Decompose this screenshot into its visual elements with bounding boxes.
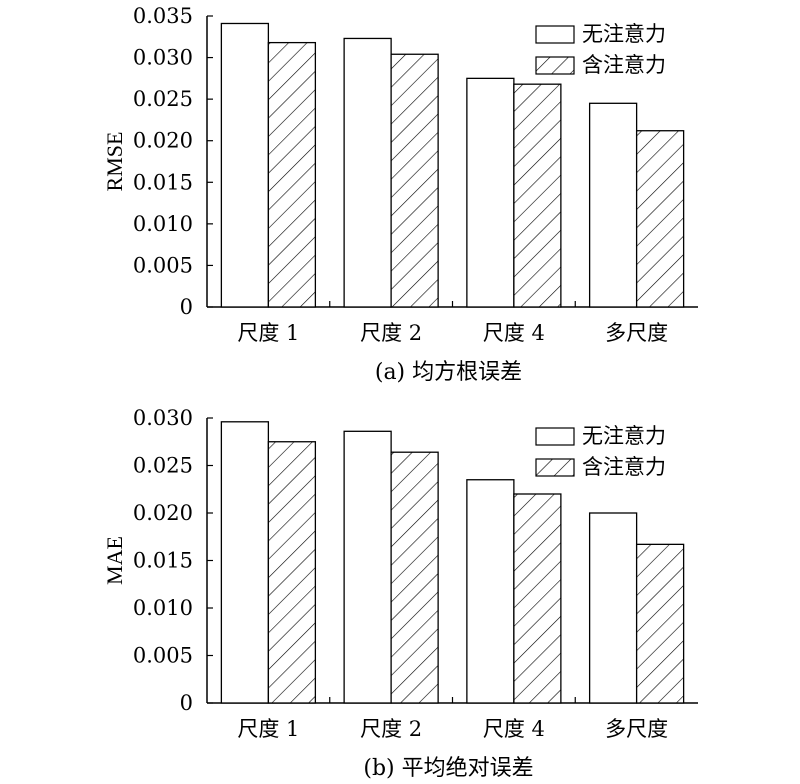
y-tick-label: 0.010 [133,212,193,236]
bar-no-attention [220,22,270,308]
y-tick-label: 0.015 [133,170,193,194]
y-tick-label: 0.025 [133,454,193,478]
bar-no-attention [220,421,270,704]
y-tick-label: 0.025 [133,87,193,111]
bar-with-attention [513,83,562,308]
panel-caption: (a) 均方根误差 [375,360,522,385]
x-tick-label: 尺度 1 [237,321,299,345]
bar-with-attention [635,543,685,704]
bar-with-attention [267,41,317,308]
y-tick-label: 0.005 [133,253,193,277]
rmse-chart-panel: 0 0.005 0.010 0.015 0.020 0.025 0.030 0.035 RMSE… [102,4,698,385]
y-tick-label: 0.015 [133,549,193,573]
legend-label: 无注意力 [582,22,666,46]
bar-no-attention [466,479,515,704]
bar-with-attention [267,441,317,704]
bar-no-attention [588,102,638,308]
y-tick-label: 0.020 [133,129,193,153]
legend-label: 含注意力 [582,53,666,77]
bar-no-attention [588,512,638,704]
y-tick-label: 0.005 [133,644,193,668]
legend-label: 无注意力 [582,424,666,448]
legend-swatch [535,25,575,44]
x-tick-label: 尺度 2 [360,321,422,345]
y-tick-label: 0 [180,691,193,715]
x-tick-label: 多尺度 [605,717,668,741]
x-tick-label: 多尺度 [605,321,668,345]
bar-with-attention [390,451,439,704]
legend-swatch [535,427,575,446]
legend-swatch [535,458,575,477]
bar-with-attention [390,53,439,308]
x-tick-label: 尺度 1 [237,717,299,741]
bar-no-attention [343,430,392,704]
bar-no-attention [343,37,392,308]
y-tick-label: 0.010 [133,596,193,620]
bar-with-attention [635,130,685,308]
y-tick-label: 0.030 [133,406,193,430]
mae-chart-panel: 0 0.005 0.010 0.015 0.020 0.025 0.030 MAE 尺度 1 尺度… [102,406,698,781]
y-tick-label: 0 [180,295,193,319]
y-tick-label: 0.035 [133,4,193,28]
y-tick-label: 0.020 [133,501,193,525]
x-tick-label: 尺度 2 [360,717,422,741]
y-axis-label: RMSE [102,132,127,192]
legend-label: 含注意力 [582,455,666,479]
bar-with-attention [513,493,562,704]
x-tick-label: 尺度 4 [483,717,545,741]
panel-caption: (b) 平均绝对误差 [363,756,533,781]
y-axis-label: MAE [102,536,127,585]
x-tick-label: 尺度 4 [483,321,545,345]
bar-no-attention [466,77,515,308]
y-tick-label: 0.030 [133,46,193,70]
legend-swatch [535,56,575,75]
